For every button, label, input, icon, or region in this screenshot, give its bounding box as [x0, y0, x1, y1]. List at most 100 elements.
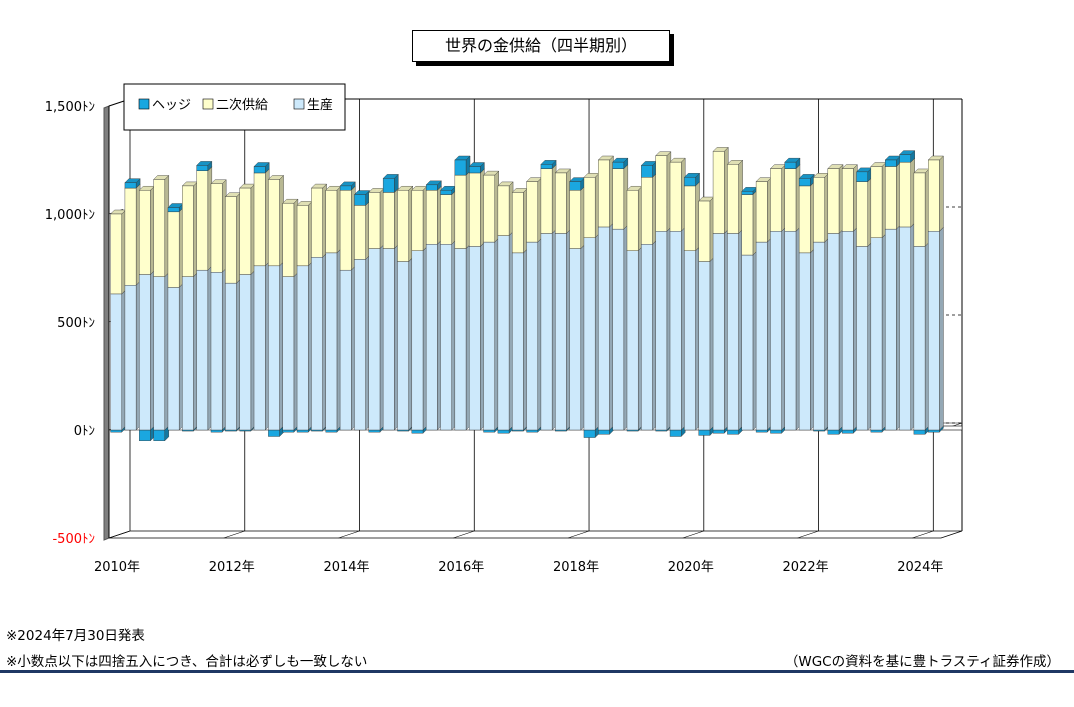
- bar-production-2016Q1: [454, 244, 471, 431]
- bar-secondary-2022Q3: [827, 164, 844, 234]
- legend-label-secondary: 二次供給: [216, 97, 268, 113]
- bar-secondary-2017Q4: [554, 168, 571, 234]
- legend-swatch-secondary: [202, 98, 214, 110]
- bar-secondary-2018Q1: [569, 185, 586, 250]
- bar-secondary-2018Q3: [597, 155, 614, 228]
- bar-secondary-2019Q2: [640, 172, 658, 245]
- x-tick-label: 2014年: [323, 560, 369, 575]
- bar-production-2012Q2: [239, 269, 256, 431]
- bar-production-2022Q2: [812, 237, 830, 431]
- bar-secondary-2010Q1: [110, 209, 127, 295]
- bar-secondary-2020Q1: [683, 181, 701, 252]
- chart-title: 世界の金供給（四半期別）: [412, 30, 670, 62]
- bar-secondary-2023Q4: [899, 157, 916, 228]
- bar-production-2018Q1: [569, 244, 586, 431]
- bar-production-2022Q3: [827, 228, 844, 431]
- bar-hedge-2016Q2: [468, 161, 485, 174]
- bar-production-2017Q2: [526, 237, 543, 431]
- bar-hedge-2021Q4: [784, 157, 801, 170]
- bar-secondary-2022Q1: [798, 181, 815, 254]
- bar-production-2023Q4: [899, 222, 916, 431]
- bar-production-2011Q3: [196, 265, 213, 431]
- bar-hedge-2020Q1: [683, 172, 701, 187]
- x-tick-labels: 2010年 2012年 2014年 2016年 2018年 2020年 2022年 2024年: [94, 560, 943, 575]
- bar-production-2012Q4: [267, 261, 285, 431]
- bar-production-2013Q2: [296, 261, 313, 431]
- bar-production-2014Q4: [382, 244, 399, 431]
- source-note: （WGCの資料を基に豊トラスティ証券作成）: [784, 654, 1060, 670]
- bar-secondary-2018Q2: [583, 172, 600, 239]
- bar-secondary-2017Q3: [540, 164, 557, 234]
- bar-secondary-2021Q2: [755, 177, 772, 243]
- bar-production-2017Q3: [540, 228, 557, 431]
- bar-secondary-2015Q1: [396, 185, 414, 263]
- y-tick-label: 0ﾄﾝ: [74, 424, 95, 439]
- bar-production-2012Q3: [253, 261, 270, 431]
- bar-production-2011Q1: [167, 282, 184, 431]
- y-tick-label: 500ﾄﾝ: [57, 316, 95, 331]
- bar-hedge-2014Q4: [382, 173, 399, 193]
- bar-production-2016Q4: [497, 231, 514, 431]
- bar-secondary-2023Q2: [870, 161, 887, 239]
- bar-production-2015Q1: [396, 257, 414, 431]
- x-tick-label: 2024年: [897, 560, 943, 575]
- legend-swatch-hedge: [138, 98, 150, 110]
- bar-production-2014Q3: [368, 244, 385, 431]
- bar-secondary-2020Q2: [698, 196, 715, 263]
- bar-secondary-2018Q4: [612, 164, 629, 230]
- release-date-note: ※2024年7月30日発表: [6, 628, 145, 644]
- bar-secondary-2022Q4: [841, 164, 858, 232]
- bar-secondary-2011Q3: [196, 166, 213, 271]
- bar-secondary-2016Q3: [483, 170, 500, 243]
- bar-production-2018Q4: [612, 224, 629, 431]
- bar-secondary-2016Q4: [497, 181, 514, 237]
- x-tick-label: 2010年: [94, 560, 140, 575]
- bar-secondary-2021Q1: [741, 190, 758, 256]
- bar-hedge-2019Q2: [640, 160, 658, 178]
- bar-production-2020Q3: [712, 228, 729, 431]
- bar-production-2011Q2: [181, 272, 198, 431]
- bar-secondary-2012Q1: [224, 192, 242, 284]
- bar-hedge-2015Q4: [440, 185, 457, 196]
- rounding-note: ※小数点以下は四捨五入につき、合計は必ずしも一致しない: [6, 654, 368, 670]
- bar-hedge-2011Q1: [167, 203, 184, 213]
- legend-label-production: 生産: [307, 97, 333, 113]
- x-tick-label: 2020年: [668, 560, 714, 575]
- bar-production-2010Q3: [138, 269, 155, 431]
- bottom-rule: [0, 670, 1074, 673]
- bar-production-2020Q1: [683, 246, 701, 431]
- bar-production-2023Q2: [870, 233, 887, 431]
- bar-production-2014Q2: [353, 254, 371, 431]
- bar-secondary-2023Q3: [884, 161, 901, 230]
- bar-hedge-2015Q3: [425, 180, 442, 191]
- bar-production-2019Q1: [626, 246, 643, 431]
- y-tick-labels: -500ﾄﾝ 0ﾄﾝ 500ﾄﾝ 1,000ﾄﾝ 1,500ﾄﾝ: [45, 100, 95, 547]
- bar-hedge-2018Q4: [612, 157, 629, 170]
- x-tick-label: 2012年: [209, 560, 255, 575]
- bar-secondary-2015Q4: [440, 190, 457, 245]
- bar-secondary-2015Q2: [411, 185, 428, 252]
- y-tick-label: 1,000ﾄﾝ: [45, 208, 95, 223]
- x-tick-label: 2022年: [783, 560, 829, 575]
- bar-secondary-2013Q2: [296, 200, 313, 267]
- bar-production-2013Q3: [310, 252, 328, 431]
- bar-production-2011Q4: [210, 267, 227, 431]
- bar-production-2018Q3: [597, 222, 614, 431]
- bar-secondary-2024Q2: [927, 155, 944, 232]
- bar-hedge-2018Q1: [569, 177, 586, 191]
- x-tick-label: 2016年: [438, 560, 484, 575]
- bar-secondary-2011Q4: [210, 179, 227, 273]
- bar-secondary-2012Q4: [267, 174, 285, 267]
- bar-secondary-2020Q4: [726, 159, 744, 234]
- bar-secondary-2019Q4: [669, 157, 686, 232]
- bar-secondary-2016Q2: [468, 168, 485, 247]
- bar-secondary-2019Q1: [626, 185, 643, 252]
- bar-secondary-2012Q2: [239, 183, 256, 275]
- bar-production-2023Q1: [856, 241, 873, 431]
- bar-secondary-2014Q4: [382, 187, 399, 250]
- bar-hedge-2023Q4: [899, 150, 916, 163]
- bar-secondary-2017Q1: [511, 187, 528, 254]
- bar-secondary-2012Q3: [253, 168, 270, 267]
- bar-production-2015Q4: [440, 239, 457, 431]
